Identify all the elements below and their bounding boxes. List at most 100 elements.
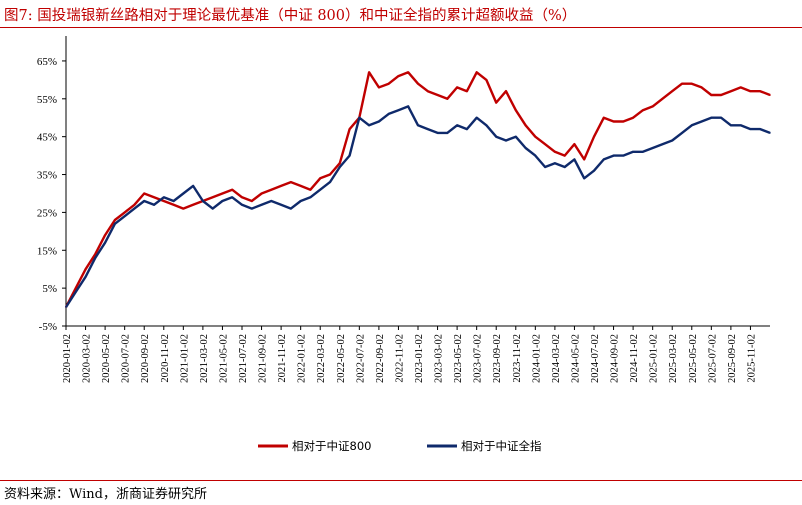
y-tick-label: 35% bbox=[37, 170, 57, 182]
y-tick-label: 15% bbox=[37, 245, 57, 257]
data-point bbox=[485, 124, 488, 127]
data-point bbox=[749, 90, 752, 93]
x-tick-label: 2020-11-02 bbox=[160, 334, 171, 383]
data-point bbox=[524, 147, 527, 149]
data-point bbox=[192, 204, 194, 206]
data-point bbox=[632, 116, 634, 119]
data-point bbox=[466, 128, 468, 130]
data-point bbox=[583, 158, 586, 161]
data-point bbox=[123, 215, 126, 217]
data-point bbox=[319, 177, 322, 180]
chart-axes bbox=[65, 36, 770, 327]
data-point bbox=[84, 275, 87, 278]
data-point bbox=[456, 86, 458, 89]
y-tick-label: 65% bbox=[37, 56, 57, 68]
data-point bbox=[387, 82, 390, 85]
data-point bbox=[143, 192, 146, 195]
x-tick-label: 2021-03-02 bbox=[199, 334, 210, 383]
data-point bbox=[602, 158, 605, 161]
data-point bbox=[182, 192, 185, 195]
data-point bbox=[162, 200, 165, 202]
data-point bbox=[348, 128, 351, 130]
title-divider bbox=[0, 27, 802, 28]
data-point bbox=[133, 204, 136, 206]
x-tick-label: 2023-07-02 bbox=[473, 334, 484, 383]
data-point bbox=[407, 71, 410, 74]
data-point bbox=[309, 188, 312, 191]
data-point bbox=[514, 135, 517, 138]
data-point bbox=[407, 105, 410, 108]
x-tick-label: 2023-09-02 bbox=[492, 334, 503, 383]
data-point bbox=[622, 120, 625, 123]
data-point bbox=[280, 185, 282, 187]
data-point bbox=[710, 94, 713, 96]
data-point bbox=[74, 287, 77, 289]
x-tick-label: 2024-07-02 bbox=[590, 334, 601, 383]
data-point bbox=[720, 94, 722, 96]
data-point bbox=[270, 200, 273, 202]
data-point bbox=[192, 185, 194, 187]
data-point bbox=[456, 124, 458, 127]
data-point bbox=[681, 132, 683, 134]
data-point bbox=[720, 116, 722, 119]
data-point bbox=[554, 151, 556, 153]
data-point bbox=[495, 135, 498, 138]
x-tick-label: 2023-03-02 bbox=[434, 334, 445, 383]
data-point bbox=[593, 135, 595, 138]
data-point bbox=[671, 139, 674, 142]
data-point bbox=[250, 200, 253, 202]
x-tick-label: 2025-11-02 bbox=[746, 334, 757, 383]
data-point bbox=[104, 241, 106, 244]
x-tick-label: 2022-11-02 bbox=[394, 334, 405, 383]
data-point bbox=[426, 90, 429, 93]
data-point bbox=[739, 86, 742, 89]
data-point bbox=[769, 132, 771, 134]
y-tick-label: -5% bbox=[39, 321, 57, 333]
data-point bbox=[417, 124, 419, 127]
data-point bbox=[290, 181, 292, 183]
data-point bbox=[153, 196, 155, 199]
x-tick-label: 2022-01-02 bbox=[297, 334, 308, 383]
data-point bbox=[573, 143, 576, 146]
x-tick-label: 2024-05-02 bbox=[570, 334, 581, 383]
y-tick-label: 45% bbox=[37, 132, 57, 144]
data-point bbox=[309, 196, 312, 199]
data-point bbox=[241, 196, 243, 199]
data-point bbox=[299, 185, 302, 187]
data-point bbox=[211, 196, 214, 199]
data-point bbox=[319, 188, 322, 191]
data-point bbox=[749, 128, 752, 130]
data-point bbox=[661, 143, 664, 146]
legend-label-2: 相对于中证全指 bbox=[461, 439, 542, 453]
data-point bbox=[426, 128, 429, 130]
data-point bbox=[446, 98, 449, 100]
data-point bbox=[74, 291, 77, 293]
data-point bbox=[172, 204, 175, 206]
data-point bbox=[475, 71, 478, 74]
data-point bbox=[524, 124, 527, 127]
legend-label-1: 相对于中证800 bbox=[292, 439, 371, 453]
data-point bbox=[299, 200, 302, 202]
data-point bbox=[290, 207, 292, 210]
y-axis-ticks: -5% 5% 15% 25% 35% 45% 55% 65% bbox=[37, 56, 66, 333]
data-point bbox=[329, 181, 331, 183]
data-point bbox=[466, 90, 468, 93]
x-tick-label: 2022-05-02 bbox=[336, 334, 347, 383]
data-point bbox=[651, 147, 654, 149]
series-line-1 bbox=[64, 71, 771, 308]
data-point bbox=[397, 75, 400, 77]
data-point bbox=[260, 204, 263, 206]
data-point bbox=[534, 154, 537, 157]
chart-legend: 相对于中证800 相对于中证全指 bbox=[258, 439, 542, 453]
series-lines bbox=[64, 71, 771, 308]
data-point bbox=[358, 116, 361, 119]
data-point bbox=[681, 82, 683, 85]
data-point bbox=[671, 90, 674, 93]
data-point bbox=[348, 154, 351, 157]
data-point bbox=[202, 200, 204, 202]
x-tick-label: 2021-07-02 bbox=[238, 334, 249, 383]
data-point bbox=[338, 166, 341, 168]
data-point bbox=[231, 188, 234, 191]
data-point bbox=[211, 207, 214, 210]
data-point bbox=[162, 196, 165, 199]
